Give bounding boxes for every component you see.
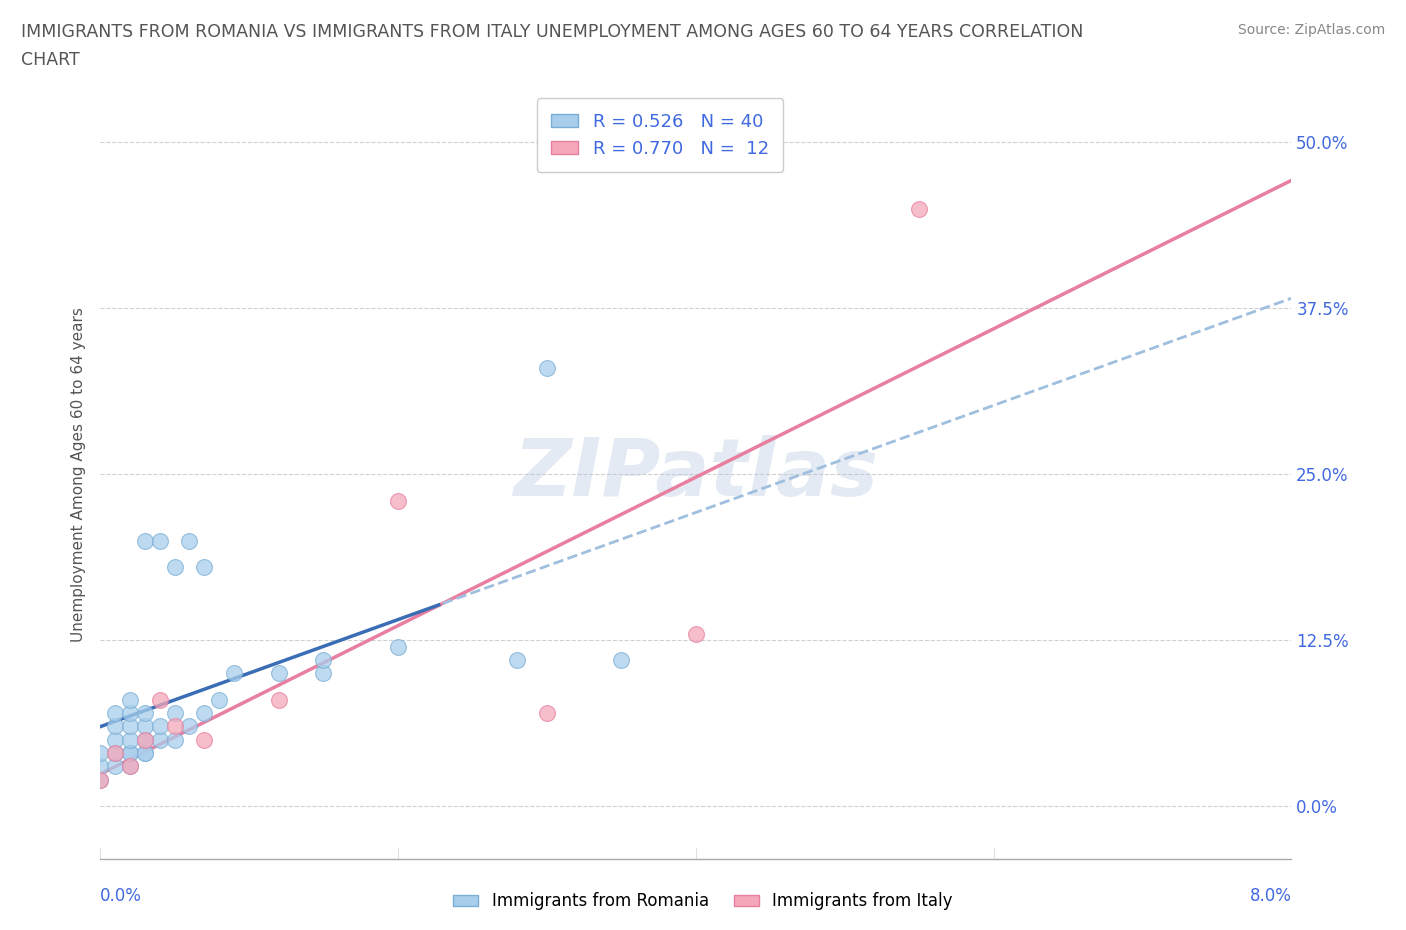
- Point: [387, 494, 409, 509]
- Legend: Immigrants from Romania, Immigrants from Italy: Immigrants from Romania, Immigrants from…: [447, 885, 959, 917]
- Text: Source: ZipAtlas.com: Source: ZipAtlas.com: [1237, 23, 1385, 37]
- Point: [610, 653, 633, 668]
- Point: [134, 746, 156, 761]
- Point: [104, 759, 127, 774]
- Point: [118, 719, 141, 734]
- Text: 0.0%: 0.0%: [100, 887, 142, 905]
- Point: [149, 693, 172, 708]
- Point: [908, 202, 931, 217]
- Point: [536, 361, 558, 376]
- Point: [118, 759, 141, 774]
- Point: [118, 746, 141, 761]
- Point: [224, 666, 246, 681]
- Point: [685, 626, 707, 641]
- Point: [89, 772, 111, 787]
- Point: [134, 746, 156, 761]
- Y-axis label: Unemployment Among Ages 60 to 64 years: Unemployment Among Ages 60 to 64 years: [72, 307, 86, 642]
- Point: [536, 706, 558, 721]
- Point: [104, 746, 127, 761]
- Point: [134, 719, 156, 734]
- Point: [267, 666, 290, 681]
- Point: [89, 759, 111, 774]
- Point: [104, 719, 127, 734]
- Point: [89, 772, 111, 787]
- Text: CHART: CHART: [21, 51, 80, 69]
- Legend: R = 0.526   N = 40, R = 0.770   N =  12: R = 0.526 N = 40, R = 0.770 N = 12: [537, 99, 783, 172]
- Point: [179, 533, 201, 548]
- Point: [118, 693, 141, 708]
- Point: [387, 640, 409, 655]
- Point: [104, 732, 127, 747]
- Point: [118, 746, 141, 761]
- Point: [267, 693, 290, 708]
- Point: [163, 706, 186, 721]
- Point: [149, 732, 172, 747]
- Point: [163, 560, 186, 575]
- Point: [193, 732, 215, 747]
- Point: [193, 706, 215, 721]
- Point: [134, 732, 156, 747]
- Point: [134, 706, 156, 721]
- Text: 8.0%: 8.0%: [1250, 887, 1291, 905]
- Point: [312, 653, 335, 668]
- Point: [506, 653, 529, 668]
- Point: [193, 560, 215, 575]
- Text: IMMIGRANTS FROM ROMANIA VS IMMIGRANTS FROM ITALY UNEMPLOYMENT AMONG AGES 60 TO 6: IMMIGRANTS FROM ROMANIA VS IMMIGRANTS FR…: [21, 23, 1084, 41]
- Point: [312, 666, 335, 681]
- Point: [104, 706, 127, 721]
- Point: [134, 732, 156, 747]
- Point: [149, 719, 172, 734]
- Point: [179, 719, 201, 734]
- Point: [104, 746, 127, 761]
- Point: [118, 706, 141, 721]
- Point: [163, 719, 186, 734]
- Point: [163, 732, 186, 747]
- Point: [118, 732, 141, 747]
- Point: [208, 693, 231, 708]
- Point: [89, 746, 111, 761]
- Point: [118, 759, 141, 774]
- Point: [134, 533, 156, 548]
- Point: [149, 533, 172, 548]
- Text: ZIPatlas: ZIPatlas: [513, 435, 879, 513]
